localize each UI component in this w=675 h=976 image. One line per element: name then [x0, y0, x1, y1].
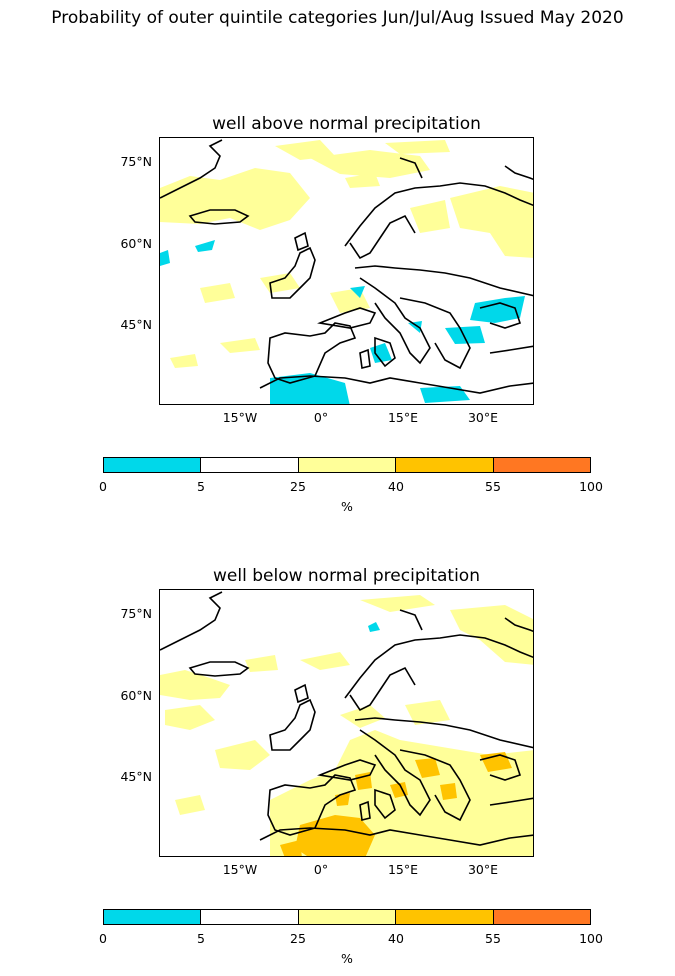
map-svg	[160, 591, 533, 856]
lon-label: 0°	[313, 862, 329, 877]
map-svg	[160, 139, 533, 404]
colorbar-tick: 25	[290, 931, 306, 946]
colorbar-unit: %	[341, 951, 353, 966]
lat-label: 60°N	[120, 688, 152, 703]
panel-title: well above normal precipitation	[212, 114, 481, 134]
lon-label: 15°W	[222, 410, 258, 425]
colorbar-tick: 55	[485, 479, 501, 494]
lat-label: 45°N	[120, 769, 152, 784]
lon-label: 0°	[313, 410, 329, 425]
colorbar-segment	[298, 458, 397, 472]
colorbar-tick: 100	[579, 479, 603, 494]
lon-label: 15°E	[387, 862, 419, 877]
colorbar-segment	[298, 910, 397, 924]
coastlines	[160, 139, 533, 394]
lat-label: 75°N	[120, 154, 152, 169]
lon-label: 15°E	[387, 410, 419, 425]
prob-0-5-areas	[160, 240, 525, 404]
panel-title: well below normal precipitation	[213, 566, 480, 586]
europe-map-above	[159, 137, 534, 405]
coastlines	[160, 591, 533, 846]
colorbar-tick: 40	[388, 931, 404, 946]
lat-label: 45°N	[120, 317, 152, 332]
colorbar-tick: 40	[388, 479, 404, 494]
figure-title: Probability of outer quintile categories…	[51, 8, 624, 28]
colorbar-segment	[396, 458, 494, 472]
europe-map-below	[159, 589, 534, 857]
colorbar-segment	[493, 458, 591, 472]
colorbar-segment	[493, 910, 591, 924]
colorbar-tick: 5	[197, 931, 205, 946]
colorbar-segment	[201, 458, 299, 472]
colorbar-segment	[201, 910, 299, 924]
colorbar-tick: 0	[99, 931, 107, 946]
colorbar-tick: 55	[485, 931, 501, 946]
lon-label: 30°E	[467, 410, 499, 425]
lat-label: 60°N	[120, 236, 152, 251]
colorbar-unit: %	[341, 499, 353, 514]
colorbar-segment	[104, 458, 202, 472]
colorbar	[103, 909, 591, 925]
colorbar-segment	[104, 910, 202, 924]
lat-label: 75°N	[120, 606, 152, 621]
colorbar-segment	[396, 910, 494, 924]
colorbar	[103, 457, 591, 473]
colorbar-tick: 100	[579, 931, 603, 946]
prob-0-5-areas	[368, 622, 380, 632]
lon-label: 15°W	[222, 862, 258, 877]
colorbar-tick: 0	[99, 479, 107, 494]
colorbar-tick: 5	[197, 479, 205, 494]
colorbar-tick: 25	[290, 479, 306, 494]
prob-40-55-areas	[280, 752, 512, 856]
lon-label: 30°E	[467, 862, 499, 877]
